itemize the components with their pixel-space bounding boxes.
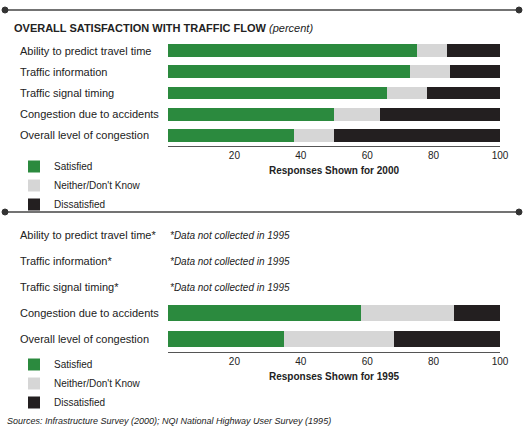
svg-text:Ability to predict travel time: Ability to predict travel time* bbox=[20, 229, 156, 241]
svg-text:Neither/Don't Know: Neither/Don't Know bbox=[54, 378, 141, 389]
svg-text:80: 80 bbox=[428, 356, 440, 367]
svg-text:Traffic signal timing*: Traffic signal timing* bbox=[20, 281, 119, 293]
svg-text:100: 100 bbox=[492, 356, 509, 367]
svg-text:Congestion due to accidents: Congestion due to accidents bbox=[20, 307, 159, 319]
svg-text:Overall level of congestion: Overall level of congestion bbox=[20, 333, 149, 345]
svg-text:Congestion due to accidents: Congestion due to accidents bbox=[20, 108, 159, 120]
svg-text:Satisfied: Satisfied bbox=[54, 359, 92, 370]
svg-text:Traffic information*: Traffic information* bbox=[20, 255, 112, 267]
svg-text:Responses Shown for 1995: Responses Shown for 1995 bbox=[269, 371, 399, 382]
svg-text:Dissatisfied: Dissatisfied bbox=[54, 199, 105, 210]
svg-text:100: 100 bbox=[492, 150, 509, 161]
svg-text:20: 20 bbox=[229, 356, 241, 367]
svg-text:Ability to predict travel time: Ability to predict travel time bbox=[20, 45, 151, 57]
svg-text:OVERALL SATISFACTION WITH TRAF: OVERALL SATISFACTION WITH TRAFFIC FLOW (… bbox=[14, 22, 313, 34]
svg-text:Neither/Don't Know: Neither/Don't Know bbox=[54, 180, 141, 191]
svg-text:80: 80 bbox=[428, 150, 440, 161]
svg-text:60: 60 bbox=[362, 356, 374, 367]
svg-text:40: 40 bbox=[295, 150, 307, 161]
svg-text:Sources: Infrastructure Survey: Sources: Infrastructure Survey (2000); N… bbox=[7, 416, 331, 426]
svg-text:*Data not collected in 1995: *Data not collected in 1995 bbox=[170, 230, 290, 241]
svg-text:20: 20 bbox=[229, 150, 241, 161]
svg-text:*Data not collected in 1995: *Data not collected in 1995 bbox=[170, 256, 290, 267]
svg-text:Traffic signal timing: Traffic signal timing bbox=[20, 87, 114, 99]
svg-text:Responses Shown for 2000: Responses Shown for 2000 bbox=[269, 165, 399, 176]
svg-text:Traffic information: Traffic information bbox=[20, 66, 107, 78]
svg-text:40: 40 bbox=[295, 356, 307, 367]
svg-text:Satisfied: Satisfied bbox=[54, 161, 92, 172]
svg-text:*Data not collected in 1995: *Data not collected in 1995 bbox=[170, 282, 290, 293]
svg-text:60: 60 bbox=[362, 150, 374, 161]
svg-text:Overall level of congestion: Overall level of congestion bbox=[20, 129, 149, 141]
svg-text:Dissatisfied: Dissatisfied bbox=[54, 397, 105, 408]
